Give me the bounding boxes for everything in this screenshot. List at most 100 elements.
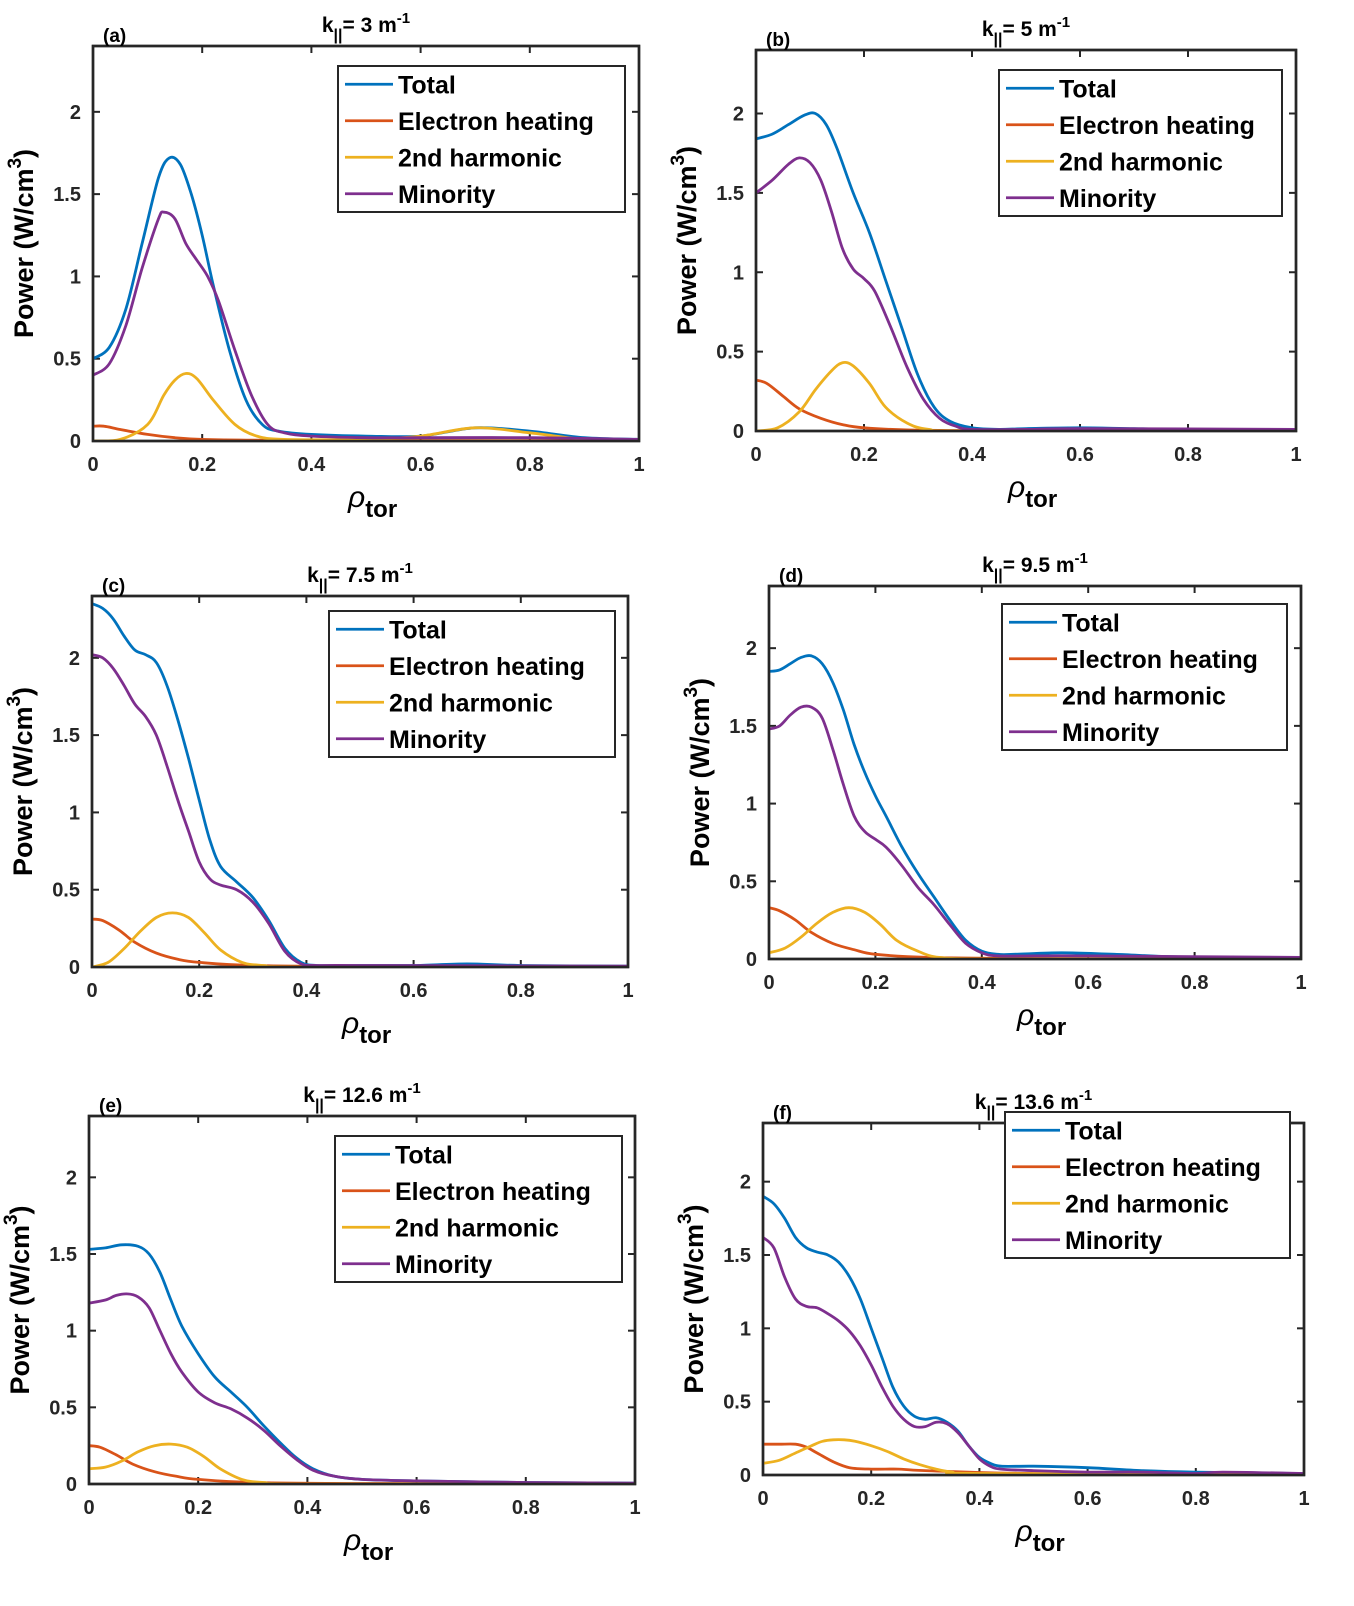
panel-title: k||= 12.6 m-1 (303, 1080, 420, 1114)
axes-frame (767, 584, 1303, 961)
legend-entry: Minority (1059, 185, 1156, 213)
legend-entry: Total (395, 1141, 453, 1169)
legend-box (334, 1135, 623, 1283)
legend-entry: Electron heating (398, 108, 594, 136)
x-tick-label: 0.6 (1074, 1488, 1102, 1510)
y-tick-label: 1.5 (53, 184, 81, 206)
x-tick-label: 1 (629, 1497, 640, 1519)
y-axis-label: Power (W/cm3) (4, 687, 38, 876)
x-tick-label: 0.4 (297, 454, 326, 476)
y-tick-label: 2 (746, 638, 757, 660)
y-tick-label: 0 (740, 1465, 751, 1487)
y-tick-label: 0.5 (723, 1392, 751, 1414)
legend-entry: 2nd harmonic (1065, 1190, 1229, 1218)
panel-c: 0 0.2 0.4 0.6 0.8 1 0 0.5 1 1.5 2 (c) k||= 7.5 m-1 Po… (4, 560, 634, 1049)
panel-label: (e) (99, 1096, 122, 1117)
y-axis-label: Power (W/cm3) (681, 678, 715, 867)
x-axis-label: ρtor (1016, 999, 1066, 1041)
y-tick-label: 2 (70, 102, 81, 124)
x-tick-label: 1 (633, 454, 644, 476)
panel-title: k||= 9.5 m-1 (982, 550, 1088, 584)
legend-box (328, 610, 616, 758)
series-line-2nd-harmonic (93, 372, 639, 441)
y-tick-label: 2 (740, 1172, 751, 1194)
x-tick-label: 0.8 (1182, 1488, 1210, 1510)
axes-frame (87, 1114, 637, 1486)
x-tick-label: 0 (86, 980, 97, 1002)
series-line-2nd-harmonic (769, 906, 1301, 959)
panel-label: (a) (103, 26, 126, 47)
panel-title: k||= 5 m-1 (982, 14, 1070, 48)
x-tick-label: 1 (622, 980, 633, 1002)
panel-e: 0 0.2 0.4 0.6 0.8 1 0 0.5 1 1.5 2 (e) k||= 12.6 m-1 P… (1, 1080, 641, 1566)
axes-frame (91, 44, 641, 443)
legend-entry: Electron heating (389, 653, 585, 681)
y-tick-label: 0 (733, 421, 744, 443)
y-tick-label: 1 (69, 802, 80, 824)
y-tick-label: 0.5 (716, 342, 744, 364)
y-tick-label: 2 (733, 104, 744, 126)
legend-entry: 2nd harmonic (395, 1214, 559, 1242)
axes-frame (754, 48, 1298, 433)
x-tick-label: 0.6 (1066, 444, 1094, 466)
legend-entry: 2nd harmonic (1062, 682, 1226, 710)
series-line-minority (92, 653, 628, 967)
y-tick-label: 1 (70, 266, 81, 288)
legend-entry: Minority (1065, 1227, 1162, 1255)
legend-entry: 2nd harmonic (1059, 148, 1223, 176)
legend-entry: Electron heating (1062, 646, 1258, 674)
legend-entry: 2nd harmonic (389, 689, 553, 717)
x-tick-label: 0 (87, 454, 98, 476)
y-tick-label: 1.5 (716, 183, 744, 205)
y-axis-label: Power (W/cm3) (675, 1204, 709, 1393)
panel-title: k||= 3 m-1 (322, 10, 410, 44)
series-line-minority (756, 156, 1296, 431)
x-tick-label: 0.6 (1074, 972, 1102, 994)
legend-entry: Electron heating (1065, 1154, 1261, 1182)
x-tick-label: 0.8 (1174, 444, 1202, 466)
series-line-minority (93, 210, 639, 441)
x-tick-label: 0.8 (512, 1497, 540, 1519)
legend-box (1004, 1111, 1291, 1259)
y-axis-label: Power (W/cm3) (1, 1205, 35, 1394)
y-tick-label: 1.5 (729, 716, 757, 738)
legend: Total Electron heating 2nd harmonic Minorit… (334, 1135, 623, 1283)
x-tick-label: 0.4 (292, 980, 321, 1002)
y-tick-label: 1.5 (52, 725, 80, 747)
legend-entry: Minority (395, 1251, 492, 1279)
panel-label: (f) (773, 1103, 792, 1124)
panel-f: 0 0.2 0.4 0.6 0.8 1 0 0.5 1 1.5 2 (f) k||= 13.6 m-1 P… (675, 1087, 1310, 1557)
x-axis-label: ρtor (347, 481, 397, 523)
x-tick-label: 0 (763, 972, 774, 994)
legend-entry: Minority (1062, 719, 1159, 747)
x-tick-label: 0.2 (861, 972, 889, 994)
y-tick-label: 0.5 (49, 1397, 77, 1419)
x-tick-label: 1 (1295, 972, 1306, 994)
y-tick-label: 1 (740, 1318, 751, 1340)
legend-entry: Total (1062, 609, 1120, 637)
x-tick-label: 0.4 (965, 1488, 994, 1510)
y-tick-label: 0 (66, 1474, 77, 1496)
y-tick-label: 2 (66, 1167, 77, 1189)
y-tick-label: 0.5 (729, 871, 757, 893)
legend: Total Electron heating 2nd harmonic Minorit… (1001, 603, 1288, 751)
legend: Total Electron heating 2nd harmonic Minorit… (337, 65, 626, 213)
panel-a: 0 0.2 0.4 0.6 0.8 1 0 0.5 1 1.5 2 (a) k||= 3 m-1 Powe… (5, 10, 645, 523)
series-line-total (769, 654, 1301, 959)
series-line-minority (89, 1292, 635, 1484)
legend-entry: Total (389, 616, 447, 644)
panel-title: k||= 13.6 m-1 (975, 1087, 1092, 1121)
y-tick-label: 2 (69, 648, 80, 670)
series-line-minority (769, 704, 1301, 959)
x-tick-label: 0 (83, 1497, 94, 1519)
x-tick-label: 0 (750, 444, 761, 466)
x-tick-label: 0.6 (403, 1497, 431, 1519)
x-axis-label: ρtor (343, 1524, 393, 1566)
legend-entry: Total (1065, 1117, 1123, 1145)
x-tick-label: 0.8 (516, 454, 544, 476)
series-line-2nd-harmonic (763, 1438, 1304, 1475)
y-tick-label: 1.5 (723, 1245, 751, 1267)
x-tick-label: 0.4 (293, 1497, 322, 1519)
x-tick-label: 0.4 (958, 444, 987, 466)
x-tick-label: 0 (757, 1488, 768, 1510)
